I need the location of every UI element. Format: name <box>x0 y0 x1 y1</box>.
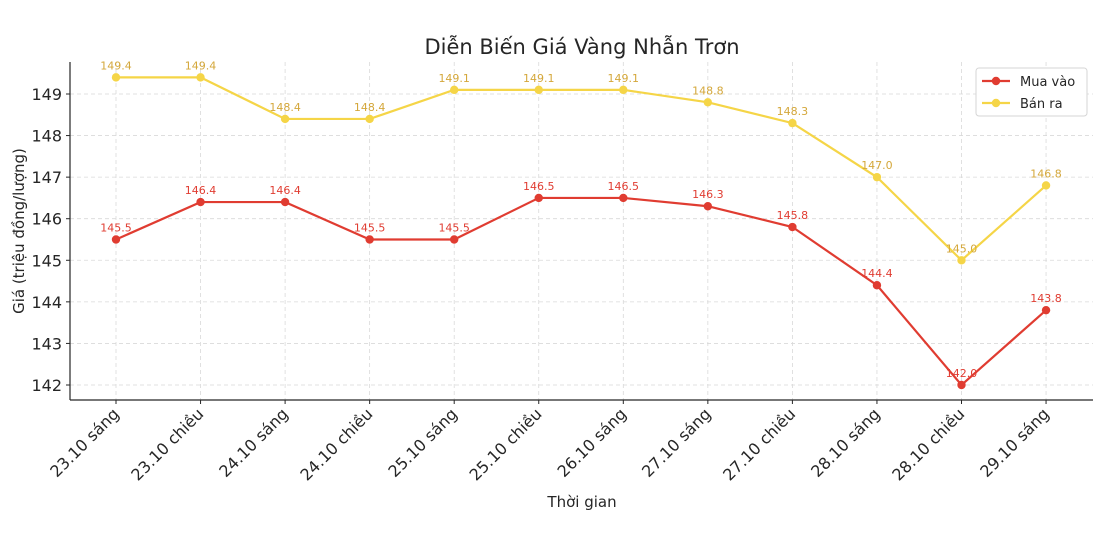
data-label: 149.4 <box>185 59 217 72</box>
data-label: 142.0 <box>946 367 978 380</box>
data-label: 146.3 <box>692 188 724 201</box>
data-label: 145.5 <box>438 221 470 234</box>
data-label: 148.8 <box>692 84 724 97</box>
data-label: 144.4 <box>861 267 893 280</box>
data-label: 149.4 <box>100 59 132 72</box>
x-tick-label: 23.10 chiều <box>127 404 207 484</box>
data-point <box>619 193 628 203</box>
x-tick-label: 25.10 chiều <box>465 404 545 484</box>
legend-marker-icon <box>991 98 1001 108</box>
data-point <box>703 98 713 107</box>
data-point <box>1041 181 1051 190</box>
legend-entry: Bán ra <box>1020 97 1063 112</box>
y-axis-label: Giá (triệu đồng/lượng) <box>10 148 28 314</box>
y-tick-label: 142 <box>31 376 62 395</box>
data-point <box>872 172 882 182</box>
x-tick-label: 25.10 sáng <box>384 404 461 481</box>
data-point <box>365 235 374 244</box>
data-point <box>788 118 797 128</box>
y-tick-label: 146 <box>31 210 62 229</box>
data-point <box>534 193 543 203</box>
x-tick-label: 28.10 chiều <box>888 404 968 484</box>
grid <box>70 62 1093 400</box>
data-label: 146.4 <box>185 184 217 197</box>
y-tick-label: 149 <box>31 85 62 104</box>
data-point <box>196 197 205 207</box>
chart-title: Diễn Biến Giá Vàng Nhẫn Trơn <box>424 34 739 59</box>
y-tick-label: 143 <box>31 334 62 353</box>
x-tick-label: 27.10 chiều <box>719 404 799 484</box>
data-label: 145.0 <box>946 242 978 255</box>
x-tick-label: 29.10 sáng <box>976 404 1053 481</box>
y-tick-label: 144 <box>31 293 62 312</box>
data-point <box>111 73 121 82</box>
data-point <box>1041 305 1051 315</box>
data-point <box>872 281 882 290</box>
data-label: 148.4 <box>269 101 301 114</box>
data-point <box>450 235 459 244</box>
data-label: 149.1 <box>608 72 640 85</box>
x-tick-label: 27.10 sáng <box>638 404 715 481</box>
y-axis-ticks: 142 143 144 145 146 147 148 149 <box>31 85 70 395</box>
legend-entry: Mua vào <box>1020 75 1075 90</box>
x-tick-label: 28.10 sáng <box>807 404 884 481</box>
axes <box>69 62 1093 401</box>
series-mua-vao: 145.5 146.4 146.4 145.5 145.5 146.5 146.5 146.3… <box>100 180 1062 390</box>
data-label: 145.5 <box>354 221 386 234</box>
legend-marker-icon <box>991 76 1001 86</box>
data-label: 146.8 <box>1030 167 1062 180</box>
data-point <box>957 256 966 265</box>
x-tick-label: 24.10 chiều <box>296 404 376 484</box>
data-point <box>280 114 290 124</box>
data-label: 146.5 <box>523 180 555 193</box>
data-label: 145.5 <box>100 221 132 234</box>
y-tick-label: 148 <box>31 127 62 146</box>
x-axis-ticks: 23.10 sáng 23.10 chiều 24.10 sáng 24.10 chi… <box>46 400 1053 484</box>
series-ban-ra: 149.4 149.4 148.4 148.4 149.1 149.1 149.1 148.8… <box>100 59 1062 265</box>
data-label: 147.0 <box>861 159 893 172</box>
y-tick-label: 145 <box>31 251 62 270</box>
data-point <box>619 85 628 95</box>
data-label: 149.1 <box>438 72 470 85</box>
data-label: 146.5 <box>608 180 640 193</box>
data-label: 148.3 <box>777 105 809 118</box>
series-lines: 145.5 146.4 146.4 145.5 145.5 146.5 146.5 146.3… <box>100 59 1062 390</box>
data-point <box>534 85 543 95</box>
data-point <box>703 202 713 211</box>
data-point <box>450 85 459 95</box>
data-point <box>280 197 290 207</box>
data-point <box>111 235 121 244</box>
data-point <box>365 114 374 124</box>
data-point <box>788 222 797 232</box>
data-point <box>196 73 205 82</box>
data-label: 145.8 <box>777 209 809 222</box>
legend: Mua vào Bán ra <box>975 67 1088 117</box>
data-point <box>957 380 966 390</box>
x-tick-label: 23.10 sáng <box>46 404 123 481</box>
data-label: 148.4 <box>354 101 386 114</box>
data-label: 143.8 <box>1030 292 1062 305</box>
data-label: 146.4 <box>269 184 301 197</box>
x-axis-label: Thời gian <box>546 493 616 511</box>
x-tick-label: 26.10 sáng <box>554 404 631 481</box>
y-tick-label: 147 <box>31 168 62 187</box>
data-label: 149.1 <box>523 72 555 85</box>
x-tick-label: 24.10 sáng <box>215 404 292 481</box>
